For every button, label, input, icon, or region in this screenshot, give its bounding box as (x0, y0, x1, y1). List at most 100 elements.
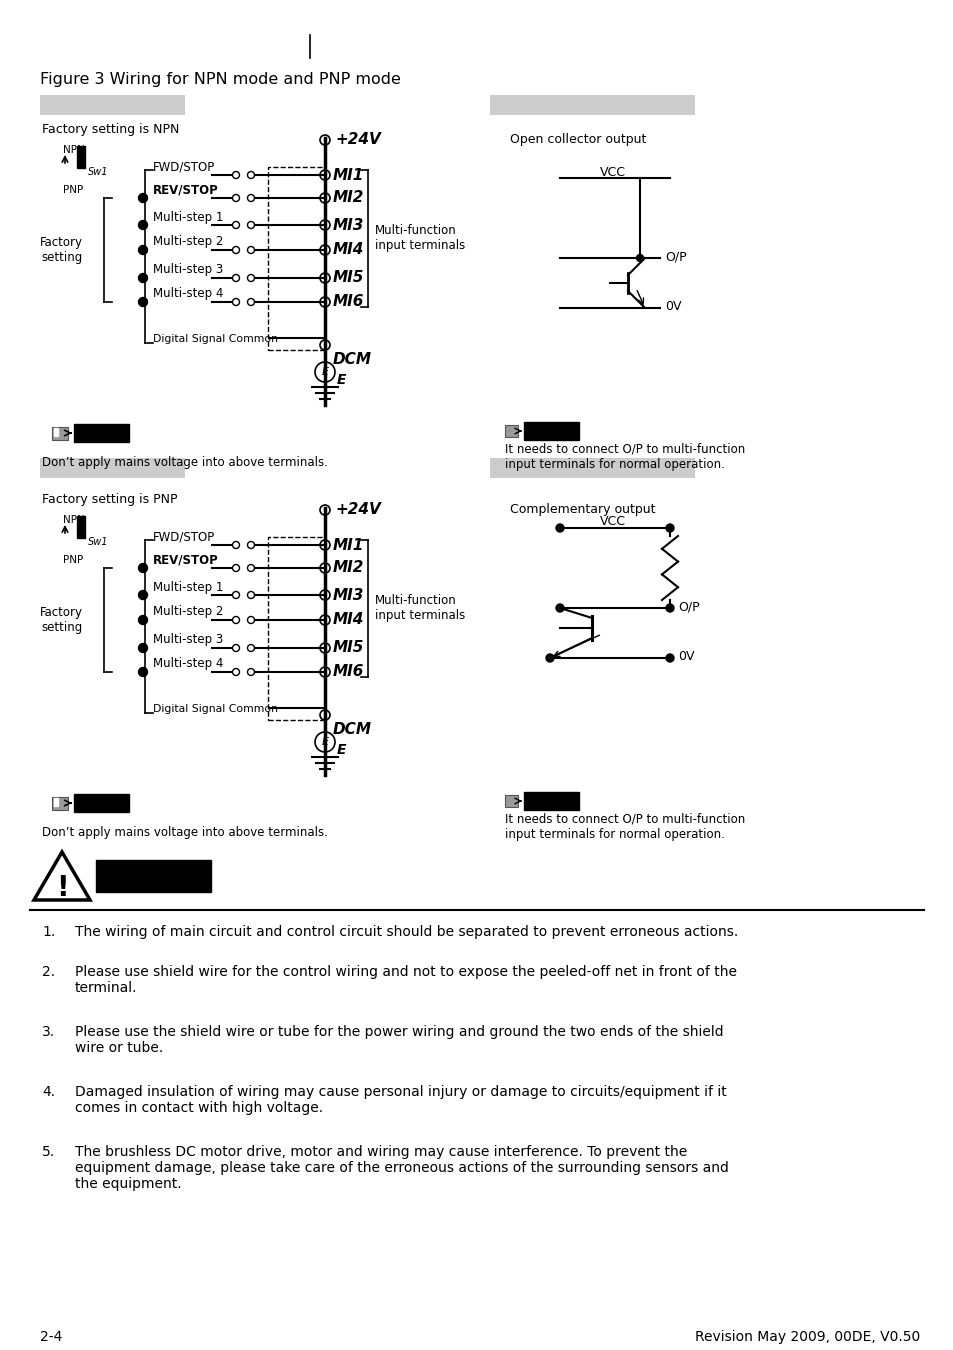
Circle shape (233, 564, 239, 571)
Text: MI5: MI5 (333, 270, 364, 285)
Text: Multi-step 2: Multi-step 2 (152, 235, 223, 248)
Text: Please use shield wire for the control wiring and not to expose the peeled-off n: Please use shield wire for the control w… (75, 965, 737, 995)
Circle shape (319, 616, 330, 625)
Bar (96, 860, 211, 892)
Text: It needs to connect O/P to multi-function
input terminals for normal operation.: It needs to connect O/P to multi-functio… (504, 813, 744, 841)
Text: FWD/STOP: FWD/STOP (152, 531, 215, 544)
Circle shape (636, 255, 643, 262)
Text: NPN: NPN (63, 514, 85, 525)
Circle shape (247, 644, 254, 652)
Text: MI6: MI6 (333, 664, 364, 679)
Text: 3.: 3. (42, 1025, 55, 1040)
Text: O/P: O/P (664, 250, 686, 263)
Text: It needs to connect O/P to multi-function
input terminals for normal operation.: It needs to connect O/P to multi-functio… (504, 443, 744, 471)
Bar (77, 516, 85, 539)
Text: 4.: 4. (42, 1085, 55, 1099)
Bar (77, 146, 85, 167)
Circle shape (319, 340, 330, 350)
Text: 2-4: 2-4 (40, 1330, 62, 1345)
Text: MI2: MI2 (333, 560, 364, 575)
Text: Figure 3 Wiring for NPN mode and PNP mode: Figure 3 Wiring for NPN mode and PNP mod… (40, 72, 400, 86)
Text: Factory
setting: Factory setting (40, 236, 83, 265)
Text: Multi-step 3: Multi-step 3 (152, 263, 223, 277)
Circle shape (247, 617, 254, 624)
Circle shape (233, 541, 239, 548)
Bar (268, 167, 325, 350)
Text: MI3: MI3 (333, 587, 364, 602)
Text: Digital Signal Common: Digital Signal Common (152, 333, 277, 344)
Circle shape (233, 247, 239, 254)
Circle shape (233, 194, 239, 201)
Bar (54, 428, 58, 436)
Text: Sw1: Sw1 (88, 537, 109, 547)
Text: Digital Signal Common: Digital Signal Common (152, 703, 277, 714)
Circle shape (138, 274, 148, 282)
Text: REV/STOP: REV/STOP (152, 554, 218, 567)
Circle shape (319, 667, 330, 676)
Text: Revision May 2009, 00DE, V0.50: Revision May 2009, 00DE, V0.50 (694, 1330, 919, 1345)
Text: Factory
setting: Factory setting (40, 606, 83, 634)
Text: Multi-step 1: Multi-step 1 (152, 580, 223, 594)
Text: O/P: O/P (678, 599, 699, 613)
Text: 5.: 5. (42, 1145, 55, 1160)
Circle shape (138, 246, 148, 255)
Bar (54, 798, 58, 806)
Text: MI4: MI4 (333, 613, 364, 628)
Text: +24V: +24V (335, 502, 380, 517)
Circle shape (233, 221, 239, 228)
Text: Factory setting is NPN: Factory setting is NPN (42, 123, 179, 136)
Text: Damaged insulation of wiring may cause personal injury or damage to circuits/equ: Damaged insulation of wiring may cause p… (75, 1085, 726, 1115)
Bar (504, 795, 517, 807)
Text: DCM: DCM (333, 352, 372, 367)
Circle shape (247, 564, 254, 571)
Bar (490, 458, 695, 478)
Circle shape (138, 297, 148, 306)
Text: E: E (321, 737, 328, 747)
Circle shape (319, 297, 330, 306)
Bar (40, 458, 185, 478)
Text: MI6: MI6 (333, 294, 364, 309)
Text: Multi-step 4: Multi-step 4 (152, 288, 223, 301)
Circle shape (138, 667, 148, 676)
Circle shape (247, 541, 254, 548)
Circle shape (319, 170, 330, 180)
Text: Factory setting is PNP: Factory setting is PNP (42, 493, 177, 506)
Text: MI4: MI4 (333, 243, 364, 258)
Text: The brushless DC motor drive, motor and wiring may cause interference. To preven: The brushless DC motor drive, motor and … (75, 1145, 728, 1192)
Circle shape (138, 220, 148, 230)
Text: MI5: MI5 (333, 640, 364, 656)
Circle shape (319, 563, 330, 572)
Text: MI2: MI2 (333, 190, 364, 205)
Text: Complementary output: Complementary output (510, 504, 655, 516)
Text: Multi-step 1: Multi-step 1 (152, 211, 223, 224)
Text: Multi-step 3: Multi-step 3 (152, 633, 223, 647)
Circle shape (247, 591, 254, 598)
Circle shape (556, 603, 563, 612)
Circle shape (319, 643, 330, 653)
Circle shape (233, 644, 239, 652)
Text: E: E (336, 743, 346, 757)
Circle shape (319, 220, 330, 230)
Circle shape (314, 732, 335, 752)
Circle shape (319, 273, 330, 284)
Circle shape (233, 274, 239, 282)
Circle shape (319, 135, 330, 144)
Text: E: E (321, 367, 328, 377)
Text: PNP: PNP (63, 555, 83, 566)
Text: Multi-step 4: Multi-step 4 (152, 657, 223, 671)
Circle shape (556, 524, 563, 532)
Circle shape (545, 653, 554, 662)
Bar (268, 537, 325, 720)
Text: Multi-function
input terminals: Multi-function input terminals (375, 224, 465, 252)
Text: 0V: 0V (678, 649, 694, 663)
Text: 2.: 2. (42, 965, 55, 979)
Circle shape (247, 668, 254, 675)
Text: !: ! (55, 873, 69, 902)
Text: 0V: 0V (664, 300, 680, 313)
Circle shape (233, 591, 239, 598)
Text: Open collector output: Open collector output (510, 134, 646, 146)
Text: The wiring of main circuit and control circuit should be separated to prevent er: The wiring of main circuit and control c… (75, 925, 738, 940)
Circle shape (247, 274, 254, 282)
Text: MI3: MI3 (333, 217, 364, 232)
Text: Multi-function
input terminals: Multi-function input terminals (375, 594, 465, 622)
